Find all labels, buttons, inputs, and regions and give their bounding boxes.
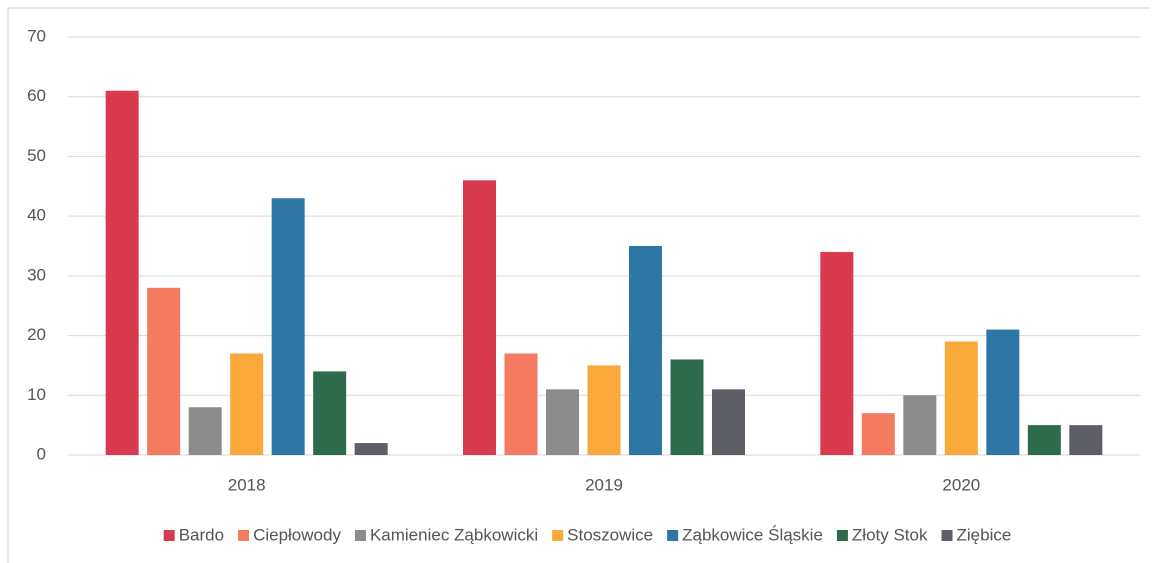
legend-swatch (552, 530, 564, 541)
legend-label: Stoszowice (567, 525, 653, 544)
bar (629, 246, 662, 455)
bar (354, 443, 388, 455)
legend-label: Ciepłowody (253, 525, 341, 544)
bar (986, 329, 1020, 455)
bar (463, 180, 496, 456)
y-tick-label: 20 (27, 325, 46, 344)
legend-swatch (354, 530, 366, 541)
y-tick-label: 30 (27, 265, 46, 284)
bar (820, 251, 854, 455)
legend-swatch (667, 530, 679, 541)
y-tick-label: 70 (27, 26, 46, 45)
bar (271, 198, 305, 455)
y-tick-label: 10 (27, 385, 46, 404)
legend: Bardo Ciepłowody Kamieniec Ząbkowicki Stosz… (163, 525, 1012, 544)
legend-swatch (238, 530, 250, 541)
legend-label: Ziębice (957, 525, 1012, 544)
legend-swatch (836, 530, 848, 541)
bar (944, 341, 978, 455)
bar (313, 371, 347, 455)
legend-swatch (163, 530, 175, 541)
bar (230, 353, 264, 455)
legend-label: Ząbkowice Śląskie (682, 525, 823, 544)
bar (1069, 425, 1103, 455)
bar (504, 353, 538, 455)
bar (861, 413, 895, 455)
bar (188, 407, 222, 455)
bar (670, 359, 704, 455)
legend-swatch (941, 530, 953, 541)
y-tick-label: 0 (37, 444, 46, 463)
bar (546, 389, 579, 455)
y-tick-label: 40 (27, 206, 46, 225)
legend-label: Bardo (179, 525, 224, 544)
legend-label: Złoty Stok (852, 525, 928, 544)
legend-label: Kamieniec Ząbkowicki (370, 525, 538, 544)
bar (903, 395, 937, 455)
y-tick-label: 60 (27, 86, 46, 105)
y-tick-label: 50 (27, 146, 46, 165)
x-tick-label: 2020 (942, 475, 980, 494)
bar (105, 90, 139, 455)
bar (587, 365, 621, 455)
x-tick-label: 2018 (228, 475, 266, 494)
bar (1027, 425, 1061, 455)
x-tick-label: 2019 (585, 475, 623, 494)
bar (147, 287, 181, 455)
bar (712, 389, 745, 455)
